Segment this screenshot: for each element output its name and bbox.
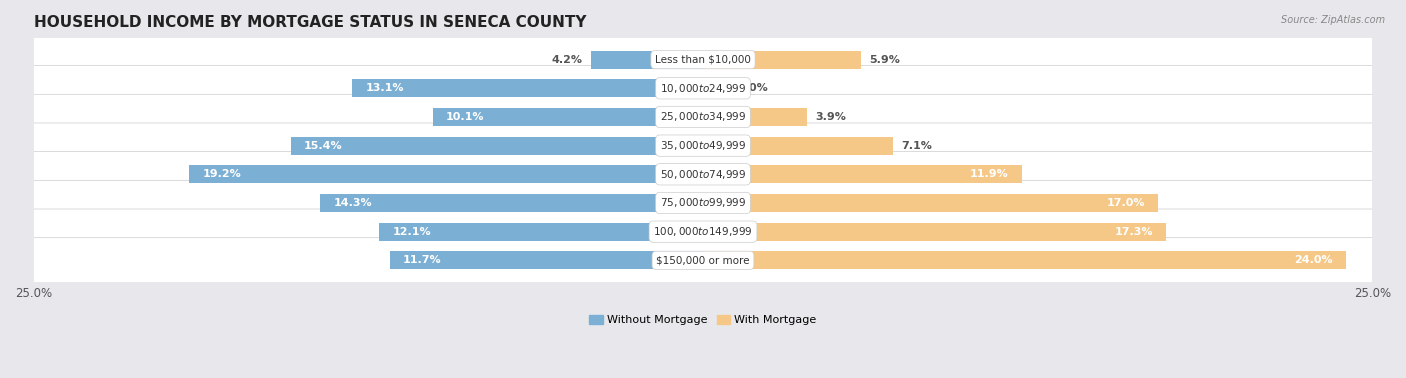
Text: 11.9%: 11.9% [970, 169, 1008, 179]
FancyBboxPatch shape [13, 209, 1393, 254]
Text: HOUSEHOLD INCOME BY MORTGAGE STATUS IN SENECA COUNTY: HOUSEHOLD INCOME BY MORTGAGE STATUS IN S… [34, 15, 586, 30]
Text: 12.1%: 12.1% [392, 227, 432, 237]
Bar [591, 51, 703, 68]
Text: 4.2%: 4.2% [551, 54, 582, 65]
Text: 10.1%: 10.1% [446, 112, 485, 122]
Bar [353, 79, 703, 97]
Text: 17.3%: 17.3% [1115, 227, 1153, 237]
Bar [188, 166, 703, 183]
Bar [703, 251, 1346, 269]
FancyBboxPatch shape [13, 94, 1393, 139]
Text: 17.0%: 17.0% [1107, 198, 1144, 208]
Text: Less than $10,000: Less than $10,000 [655, 54, 751, 65]
Bar [433, 108, 703, 126]
Text: 5.9%: 5.9% [869, 54, 900, 65]
Bar [703, 79, 730, 97]
Bar [703, 194, 1159, 212]
FancyBboxPatch shape [13, 66, 1393, 111]
Bar [389, 251, 703, 269]
FancyBboxPatch shape [13, 180, 1393, 226]
Text: $75,000 to $99,999: $75,000 to $99,999 [659, 197, 747, 209]
Bar [291, 137, 703, 155]
Text: 3.9%: 3.9% [815, 112, 846, 122]
Bar [703, 108, 807, 126]
Text: $25,000 to $34,999: $25,000 to $34,999 [659, 110, 747, 124]
Text: 11.7%: 11.7% [404, 255, 441, 265]
Bar [703, 137, 893, 155]
Bar [321, 194, 703, 212]
Bar [703, 223, 1166, 240]
Text: Source: ZipAtlas.com: Source: ZipAtlas.com [1281, 15, 1385, 25]
Text: $10,000 to $24,999: $10,000 to $24,999 [659, 82, 747, 95]
FancyBboxPatch shape [13, 152, 1393, 197]
FancyBboxPatch shape [13, 238, 1393, 283]
Text: $50,000 to $74,999: $50,000 to $74,999 [659, 168, 747, 181]
Text: 15.4%: 15.4% [304, 141, 343, 151]
Text: $35,000 to $49,999: $35,000 to $49,999 [659, 139, 747, 152]
Bar [380, 223, 703, 240]
FancyBboxPatch shape [13, 37, 1393, 82]
Text: 19.2%: 19.2% [202, 169, 240, 179]
Text: 1.0%: 1.0% [738, 83, 769, 93]
FancyBboxPatch shape [13, 123, 1393, 168]
Bar [703, 166, 1022, 183]
Text: 14.3%: 14.3% [333, 198, 373, 208]
Text: 24.0%: 24.0% [1294, 255, 1333, 265]
Legend: Without Mortgage, With Mortgage: Without Mortgage, With Mortgage [585, 311, 821, 330]
Bar [703, 51, 860, 68]
Text: $150,000 or more: $150,000 or more [657, 255, 749, 265]
Text: 7.1%: 7.1% [901, 141, 932, 151]
Text: $100,000 to $149,999: $100,000 to $149,999 [654, 225, 752, 238]
Text: 13.1%: 13.1% [366, 83, 404, 93]
